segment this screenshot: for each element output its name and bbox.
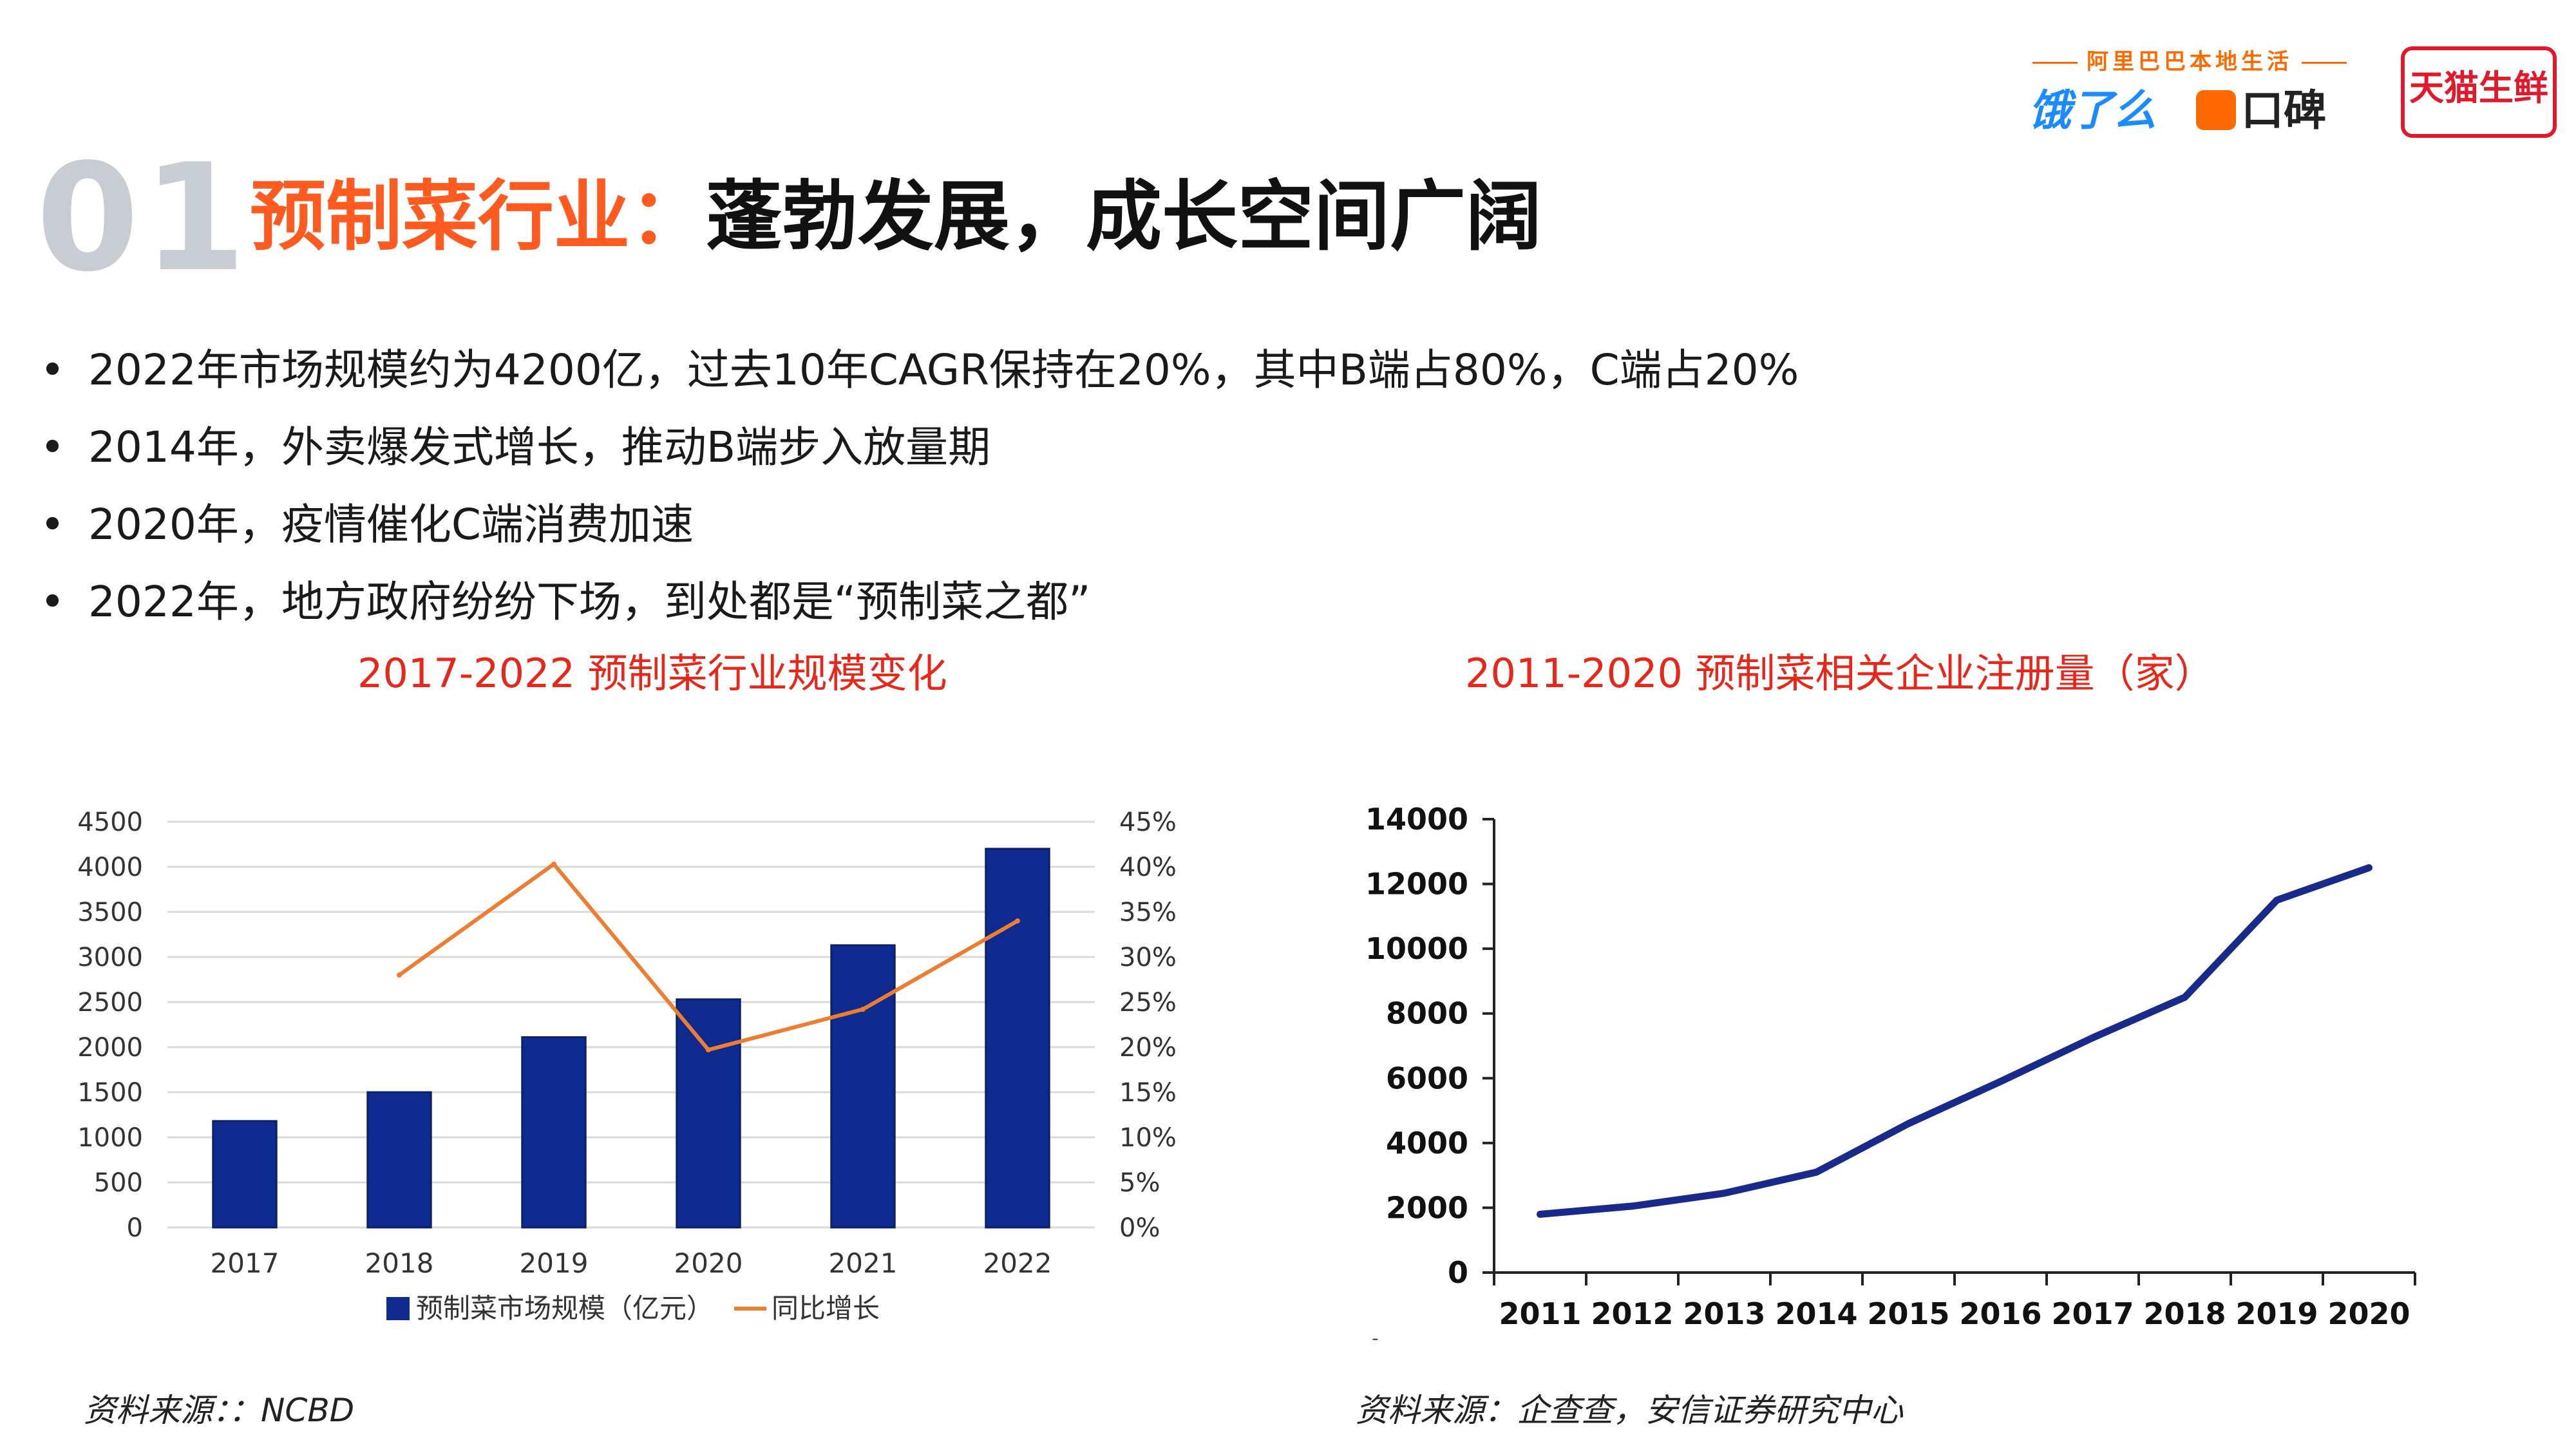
tmall-fresh-logo: 天猫生鲜: [2401, 46, 2557, 138]
y-tick-label: 2000: [77, 1033, 143, 1063]
y2-tick-label: 40%: [1119, 853, 1177, 882]
y-tick-label: 1000: [77, 1123, 143, 1153]
registrations-point: [1629, 1202, 1636, 1209]
brand-tagline: 阿里巴巴本地生活: [2022, 44, 2357, 75]
y-tick-label: 0: [127, 1213, 143, 1243]
y2-tick-label: 15%: [1119, 1078, 1177, 1108]
x-tick-label: 2012: [1591, 1296, 1673, 1331]
chart-footnote: -: [1372, 1327, 1379, 1350]
page-title-accent: 预制菜行业：: [250, 172, 706, 261]
bullet-list: 2022年市场规模约为4200亿，过去10年CAGR保持在20%，其中B端占80…: [40, 332, 1799, 641]
bullet-item: 2014年，外卖爆发式增长，推动B端步入放量期: [40, 409, 1799, 486]
y-tick-label: 2500: [77, 988, 143, 1018]
x-tick-label: 2017: [2051, 1296, 2134, 1331]
x-tick-label: 2014: [1775, 1296, 1857, 1331]
koubei-logo: 口碑: [2196, 76, 2326, 138]
bar-market-size: [676, 998, 741, 1229]
y-tick-label: 4000: [77, 853, 143, 882]
bar-market-size: [366, 1091, 432, 1229]
source-note-left: 资料来源：：NCBD: [84, 1392, 355, 1429]
legend-swatch-bar: [386, 1297, 410, 1320]
legend-label-line: 同比增长: [772, 1293, 880, 1324]
y2-tick-label: 10%: [1119, 1123, 1177, 1153]
x-tick-label: 2016: [1959, 1296, 2041, 1331]
legend-label-bar: 预制菜市场规模（亿元）: [416, 1293, 714, 1324]
brand-block: 阿里巴巴本地生活 饿了么 口碑: [2022, 39, 2357, 135]
source-note-right: 资料来源：企查查，安信证券研究中心: [1356, 1392, 1903, 1429]
registrations-chart-title: 2011-2020 预制菜相关企业注册量（家）: [1465, 650, 2215, 697]
page-title: 预制菜行业：蓬勃发展，成长空间广阔: [250, 175, 1542, 259]
x-tick-label: 2021: [829, 1247, 898, 1279]
y-tick-label: 1500: [77, 1078, 143, 1108]
x-tick-label: 2018: [2143, 1296, 2226, 1331]
market-size-chart: 0 500 1000 1500 2000 2500 3000 3500 4000 4500 0% 5%…: [77, 808, 1177, 1324]
x-tick-label: 2019: [2235, 1296, 2318, 1331]
bar-market-size: [985, 848, 1050, 1229]
x-tick-label: 2015: [1867, 1296, 1949, 1331]
y2-tick-label: 35%: [1119, 898, 1177, 927]
y2-tick-label: 5%: [1119, 1168, 1160, 1198]
market-size-chart-title: 2017-2022 预制菜行业规模变化: [357, 650, 947, 697]
registrations-point: [1813, 1169, 1820, 1176]
registrations-point: [1905, 1120, 1912, 1127]
registrations-point: [2089, 1034, 2096, 1041]
registrations-point: [2365, 864, 2372, 871]
y-tick-label: 3500: [77, 898, 143, 927]
y-tick-label: 12000: [1365, 867, 1468, 902]
x-tick-label: 2018: [365, 1247, 434, 1279]
bullet-item: 2020年，疫情催化C端消费加速: [40, 486, 1799, 564]
y2-tick-label: 30%: [1119, 943, 1177, 972]
bullet-item: 2022年市场规模约为4200亿，过去10年CAGR保持在20%，其中B端占80…: [40, 332, 1799, 409]
x-tick-label: 2020: [674, 1247, 743, 1279]
registrations-point: [1997, 1078, 2004, 1085]
bar-market-size: [830, 944, 896, 1229]
x-tick-label: 2020: [2327, 1296, 2410, 1331]
y-tick-label: 4500: [77, 808, 143, 837]
y-tick-label: 10000: [1365, 931, 1468, 966]
page-title-main: 蓬勃发展，成长空间广阔: [706, 172, 1542, 261]
bullet-item: 2022年，地方政府纷纷下场，到处都是“预制菜之都”: [40, 564, 1799, 641]
y2-tick-label: 20%: [1119, 1033, 1177, 1063]
x-tick-label: 2013: [1683, 1296, 1765, 1331]
yoy-growth-line: [398, 862, 1019, 1052]
koubei-label: 口碑: [2241, 86, 2326, 135]
x-tick-label: 2017: [211, 1247, 279, 1279]
y-tick-label: 0: [1448, 1255, 1468, 1290]
registrations-chart: 0 2000 4000 6000 8000 10000 12000 14000 2011 2012…: [1365, 802, 2416, 1350]
bar-market-size: [212, 1120, 278, 1229]
x-tick-label: 2019: [520, 1247, 589, 1279]
y-tick-label: 4000: [1386, 1126, 1468, 1160]
y-tick-label: 6000: [1386, 1061, 1468, 1095]
y-tick-label: 3000: [77, 943, 143, 972]
y2-tick-label: 0%: [1119, 1213, 1160, 1243]
x-tick-label: 2011: [1499, 1296, 1581, 1331]
y-tick-label: 2000: [1386, 1190, 1468, 1225]
section-number: 01: [36, 133, 251, 305]
koubei-icon: [2196, 90, 2236, 130]
y-tick-label: 14000: [1365, 802, 1468, 837]
registrations-point: [1721, 1189, 1728, 1197]
y2-tick-label: 25%: [1119, 988, 1177, 1018]
eleme-logo: 饿了么: [2029, 86, 2156, 135]
y-tick-label: 8000: [1386, 996, 1468, 1031]
y2-tick-label: 45%: [1119, 808, 1177, 837]
registrations-point: [1537, 1211, 1544, 1218]
y-tick-label: 500: [94, 1168, 143, 1198]
registrations-line: [1537, 864, 2372, 1218]
registrations-point: [2273, 896, 2280, 904]
x-tick-label: 2022: [983, 1247, 1052, 1279]
registrations-point: [2181, 994, 2188, 1001]
bar-market-size: [521, 1036, 587, 1229]
